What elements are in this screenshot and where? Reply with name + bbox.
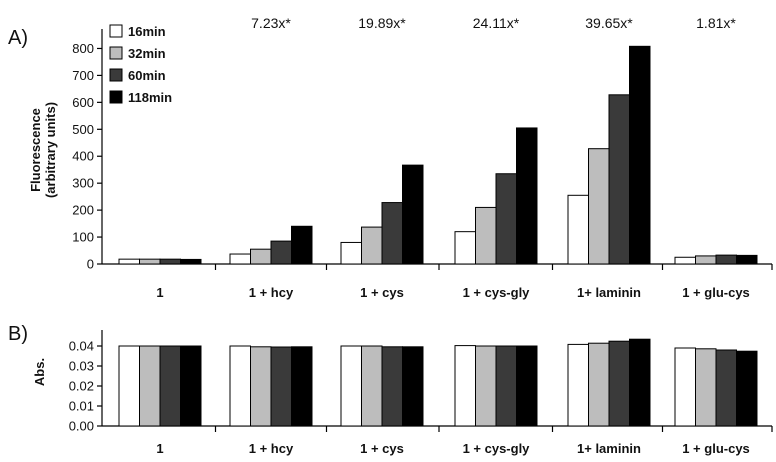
panel-b-bar-118min xyxy=(402,346,424,427)
panel-b-bar-118min xyxy=(291,346,313,427)
panel-a-ytick-label: 0 xyxy=(87,257,94,272)
panel-b-bar-118min xyxy=(629,338,651,427)
panel-a-category-label: 1 + cys-gly xyxy=(463,285,531,300)
panel-a-bar-32min xyxy=(250,248,272,265)
panel-b-ytick-label: 0.03 xyxy=(69,359,94,374)
legend-label-32min: 32min xyxy=(128,46,166,61)
panel-a-bar-60min xyxy=(495,173,517,265)
panel-b-ytick-label: 0.04 xyxy=(69,339,94,354)
panel-a-bar-16min xyxy=(674,256,696,265)
panel-b-category-label: 1 xyxy=(156,441,163,456)
panel-a-bar-118min xyxy=(180,258,202,265)
panel-a-ytick-label: 400 xyxy=(72,149,94,164)
panel-a-ylabel-line2: (arbitrary units) xyxy=(43,102,58,198)
panel-a-bar-60min xyxy=(381,202,403,265)
panel-a-bar-118min xyxy=(736,254,758,265)
panel-a-fold-annotation: 19.89x* xyxy=(358,15,406,31)
panel-b-plot: 0.00 0.01 0.02 0.03 0.04 1 1 + hcy 1 + cys 1 + c… xyxy=(69,330,773,456)
panel-a-bar-16min xyxy=(454,231,476,265)
panel-b-bar-60min xyxy=(608,340,630,427)
panel-a-bar-16min xyxy=(229,253,251,265)
panel-a-category-label: 1+ laminin xyxy=(577,285,641,300)
panel-b-bar-32min xyxy=(139,345,161,427)
panel-a-bar-60min xyxy=(608,94,630,265)
panel-b-bar-118min xyxy=(180,345,202,427)
panel-a-bar-118min xyxy=(629,45,651,265)
panel-b-bar-16min xyxy=(454,345,476,427)
panel-a-label: A) xyxy=(8,27,28,49)
panel-a-category-label: 1 + cys xyxy=(360,285,404,300)
panel-a-ytick-label: 600 xyxy=(72,95,94,110)
panel-a-bar-32min xyxy=(361,226,383,265)
panel-b-category-label: 1 + cys-gly xyxy=(463,441,531,456)
panel-b-label: B) xyxy=(8,323,28,345)
panel-a-bar-60min xyxy=(715,254,737,265)
legend-swatch-60min xyxy=(109,68,123,82)
panel-a-fold-annotation: 24.11x* xyxy=(473,15,520,31)
panel-b-bar-32min xyxy=(475,345,497,427)
panel-b-bar-60min xyxy=(159,345,181,427)
panel-a-bar-118min xyxy=(291,225,313,265)
panel-b-bar-32min xyxy=(695,348,717,427)
panel-b-bar-60min xyxy=(495,345,517,427)
panel-a-bar-60min xyxy=(270,240,292,265)
panel-b-bar-60min xyxy=(381,346,403,427)
panel-b-bar-16min xyxy=(567,343,589,427)
panel-a-bar-32min xyxy=(588,148,610,265)
panel-a-bar-16min xyxy=(340,241,362,265)
panel-b-category-label: 1 + hcy xyxy=(249,441,294,456)
panel-a-category-label: 1 + glu-cys xyxy=(682,285,750,300)
panel-a-ylabel-line1: Fluorescence xyxy=(28,108,43,192)
panel-b-bar-118min xyxy=(516,345,538,427)
panel-a-fold-annotation: 1.81x* xyxy=(696,15,736,31)
panel-a-bar-16min xyxy=(567,194,589,265)
panel-b-category-label: 1 + glu-cys xyxy=(682,441,750,456)
panel-a-ytick-label: 100 xyxy=(72,230,94,245)
panel-a-bar-60min xyxy=(159,258,181,265)
panel-b-bar-16min xyxy=(229,345,251,427)
panel-b-ytick-label: 0.00 xyxy=(69,419,94,434)
panel-b-category-label: 1+ laminin xyxy=(577,441,641,456)
panel-b-bar-32min xyxy=(361,345,383,427)
panel-a-ytick-label: 800 xyxy=(72,41,94,56)
panel-b-bar-16min xyxy=(340,345,362,427)
panel-a-bar-118min xyxy=(402,164,424,265)
panel-a-fold-annotation: 7.23x* xyxy=(251,15,291,31)
panel-a-bar-118min xyxy=(516,127,538,265)
legend-label-118min: 118min xyxy=(128,90,172,105)
legend-swatch-118min xyxy=(109,90,123,104)
panel-b-bar-16min xyxy=(118,345,140,427)
panel-b-bar-32min xyxy=(588,342,610,427)
panel-a-bar-32min xyxy=(139,258,161,265)
legend-swatch-32min xyxy=(109,46,123,60)
legend-label-16min: 16min xyxy=(128,24,166,39)
panel-a-bar-32min xyxy=(695,255,717,265)
panel-b-bar-32min xyxy=(250,346,272,427)
panel-b-bar-16min xyxy=(674,347,696,427)
panel-b-ylabel: Abs. xyxy=(32,358,47,386)
panel-b-bar-60min xyxy=(270,346,292,427)
panel-b-bar-60min xyxy=(715,349,737,427)
panel-b-category-label: 1 + cys xyxy=(360,441,404,456)
panel-b-ytick-label: 0.01 xyxy=(69,399,94,414)
panel-a-ytick-label: 300 xyxy=(72,176,94,191)
legend-label-60min: 60min xyxy=(128,68,166,83)
panel-a-category-label: 1 xyxy=(156,285,163,300)
panel-a-ytick-label: 700 xyxy=(72,68,94,83)
panel-a-plot: 0 100 200 300 400 500 600 700 800 1 1 + hcy 1 + cys… xyxy=(72,15,773,300)
panel-b-ytick-label: 0.02 xyxy=(69,379,94,394)
panel-a-fold-annotation: 39.65x* xyxy=(585,15,633,31)
panel-a-bar-16min xyxy=(118,258,140,265)
legend-swatch-16min xyxy=(109,24,123,38)
panel-a-ytick-label: 200 xyxy=(72,203,94,218)
panel-b-bar-118min xyxy=(736,350,758,427)
panel-a-bar-32min xyxy=(475,206,497,265)
panel-a-category-label: 1 + hcy xyxy=(249,285,294,300)
panel-a-ytick-label: 500 xyxy=(72,122,94,137)
